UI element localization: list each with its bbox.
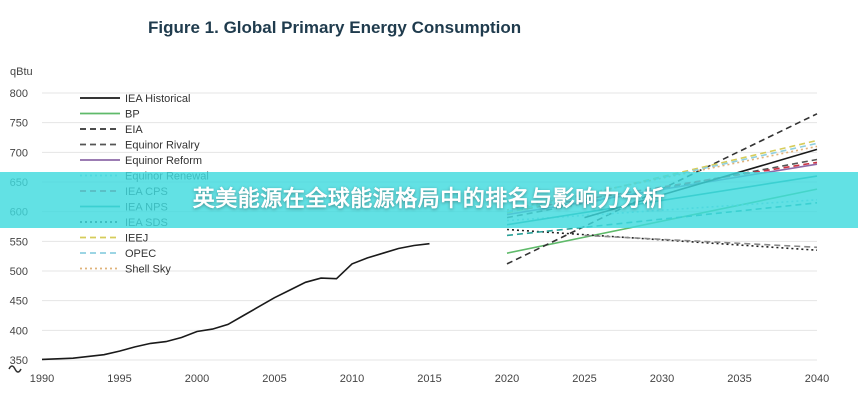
legend-label: Shell Sky [125, 264, 171, 276]
y-tick-label: 400 [10, 325, 28, 337]
legend-label: Equinor Rivalry [125, 140, 200, 152]
axis-break-icon [8, 365, 22, 373]
y-tick-label: 350 [10, 355, 28, 367]
y-tick-label: 750 [10, 118, 28, 130]
chart-title: Figure 1. Global Primary Energy Consumpt… [148, 18, 521, 37]
legend-label: OPEC [125, 248, 156, 260]
banner-title: 英美能源在全球能源格局中的排名与影响力分析 [192, 187, 666, 212]
legend-label: IEA Historical [125, 93, 190, 105]
x-tick-label: 1990 [30, 373, 54, 385]
y-tick-label: 450 [10, 296, 28, 308]
y-tick-label: 800 [10, 88, 28, 100]
legend-label: IEEJ [125, 233, 148, 245]
x-tick-label: 2015 [417, 373, 441, 385]
x-tick-label: 1995 [107, 373, 131, 385]
x-tick-label: 2030 [650, 373, 674, 385]
series-line [506, 228, 818, 251]
legend-label: BP [125, 109, 140, 121]
x-tick-label: 2010 [340, 373, 364, 385]
x-tick-label: 2040 [805, 373, 829, 385]
x-tick-label: 2000 [185, 373, 209, 385]
x-tick-label: 2005 [262, 373, 286, 385]
series-line [584, 234, 818, 249]
x-tick-label: 2020 [495, 373, 519, 385]
overlay-banner [0, 172, 858, 228]
y-tick-label: 500 [10, 266, 28, 278]
x-tick-label: 2035 [727, 373, 751, 385]
series-line [41, 242, 430, 361]
y-axis-label: qBtu [10, 66, 33, 78]
x-tick-label: 2025 [572, 373, 596, 385]
legend-label: Equinor Reform [125, 155, 202, 167]
y-tick-label: 550 [10, 236, 28, 248]
legend-label: EIA [125, 124, 143, 136]
y-tick-label: 700 [10, 147, 28, 159]
x-tick-labels: 1990 1995 2000 2005 2010 2015 2020 2025 2030 2035… [30, 373, 829, 385]
